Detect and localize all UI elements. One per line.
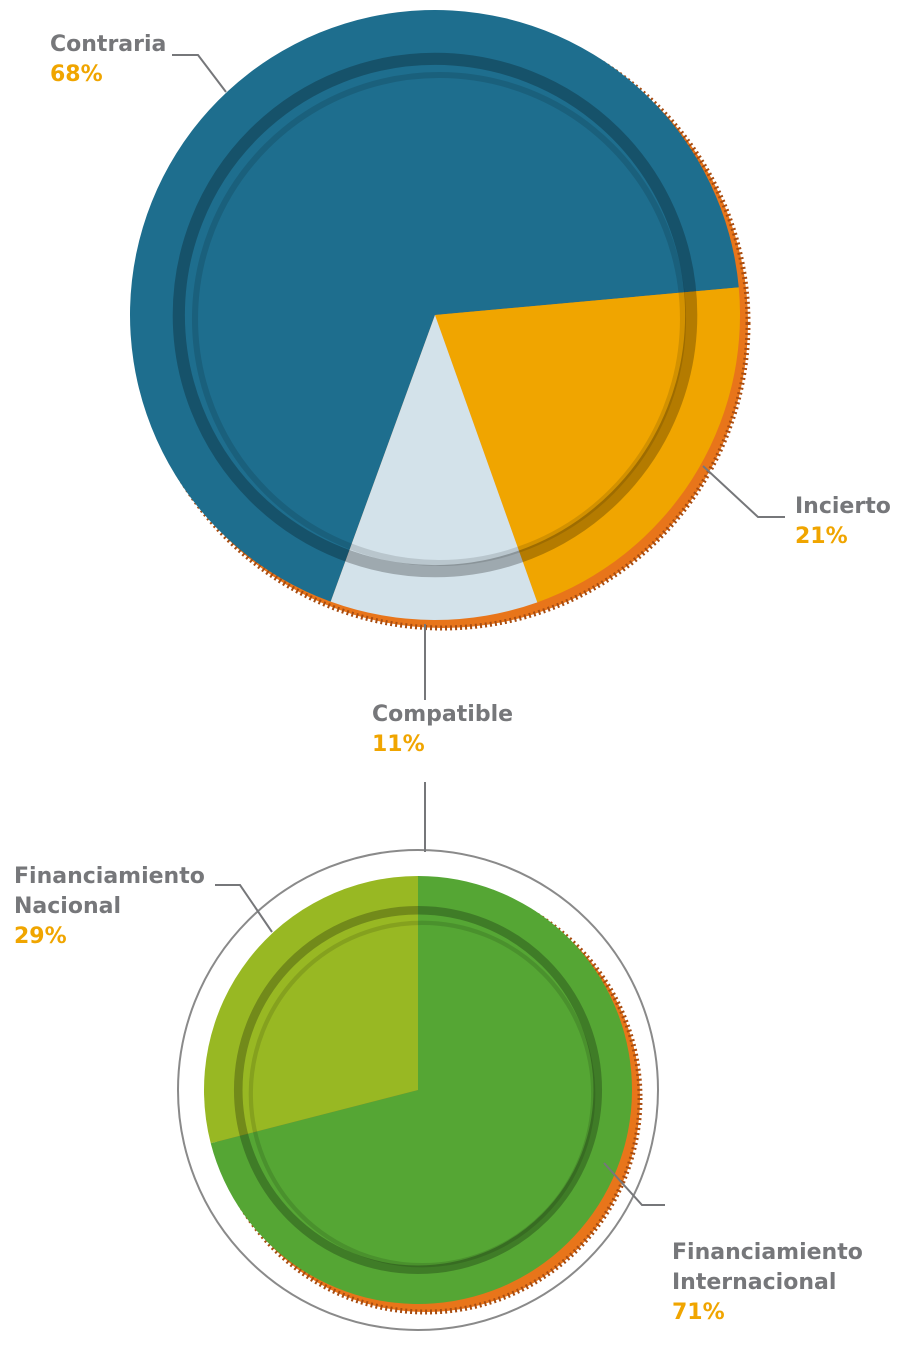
charts — [0, 0, 902, 1346]
value-label: 29% — [14, 922, 214, 952]
pie — [178, 850, 658, 1330]
pie — [130, 10, 748, 628]
value-label: 68% — [50, 60, 250, 90]
category-label: Compatible — [372, 700, 572, 730]
category-label: Financiamiento Internacional — [672, 1238, 872, 1298]
value-label: 71% — [672, 1298, 872, 1328]
value-label: 11% — [372, 730, 572, 760]
infographic: Contraria68% Incierto21% Compatible11% Fina… — [0, 0, 902, 1346]
category-label: Financiamiento Nacional — [14, 862, 214, 922]
category-label: Incierto — [795, 492, 902, 522]
category-label: Contraria — [50, 30, 250, 60]
leader-line — [703, 466, 785, 517]
value-label: 21% — [795, 522, 902, 552]
